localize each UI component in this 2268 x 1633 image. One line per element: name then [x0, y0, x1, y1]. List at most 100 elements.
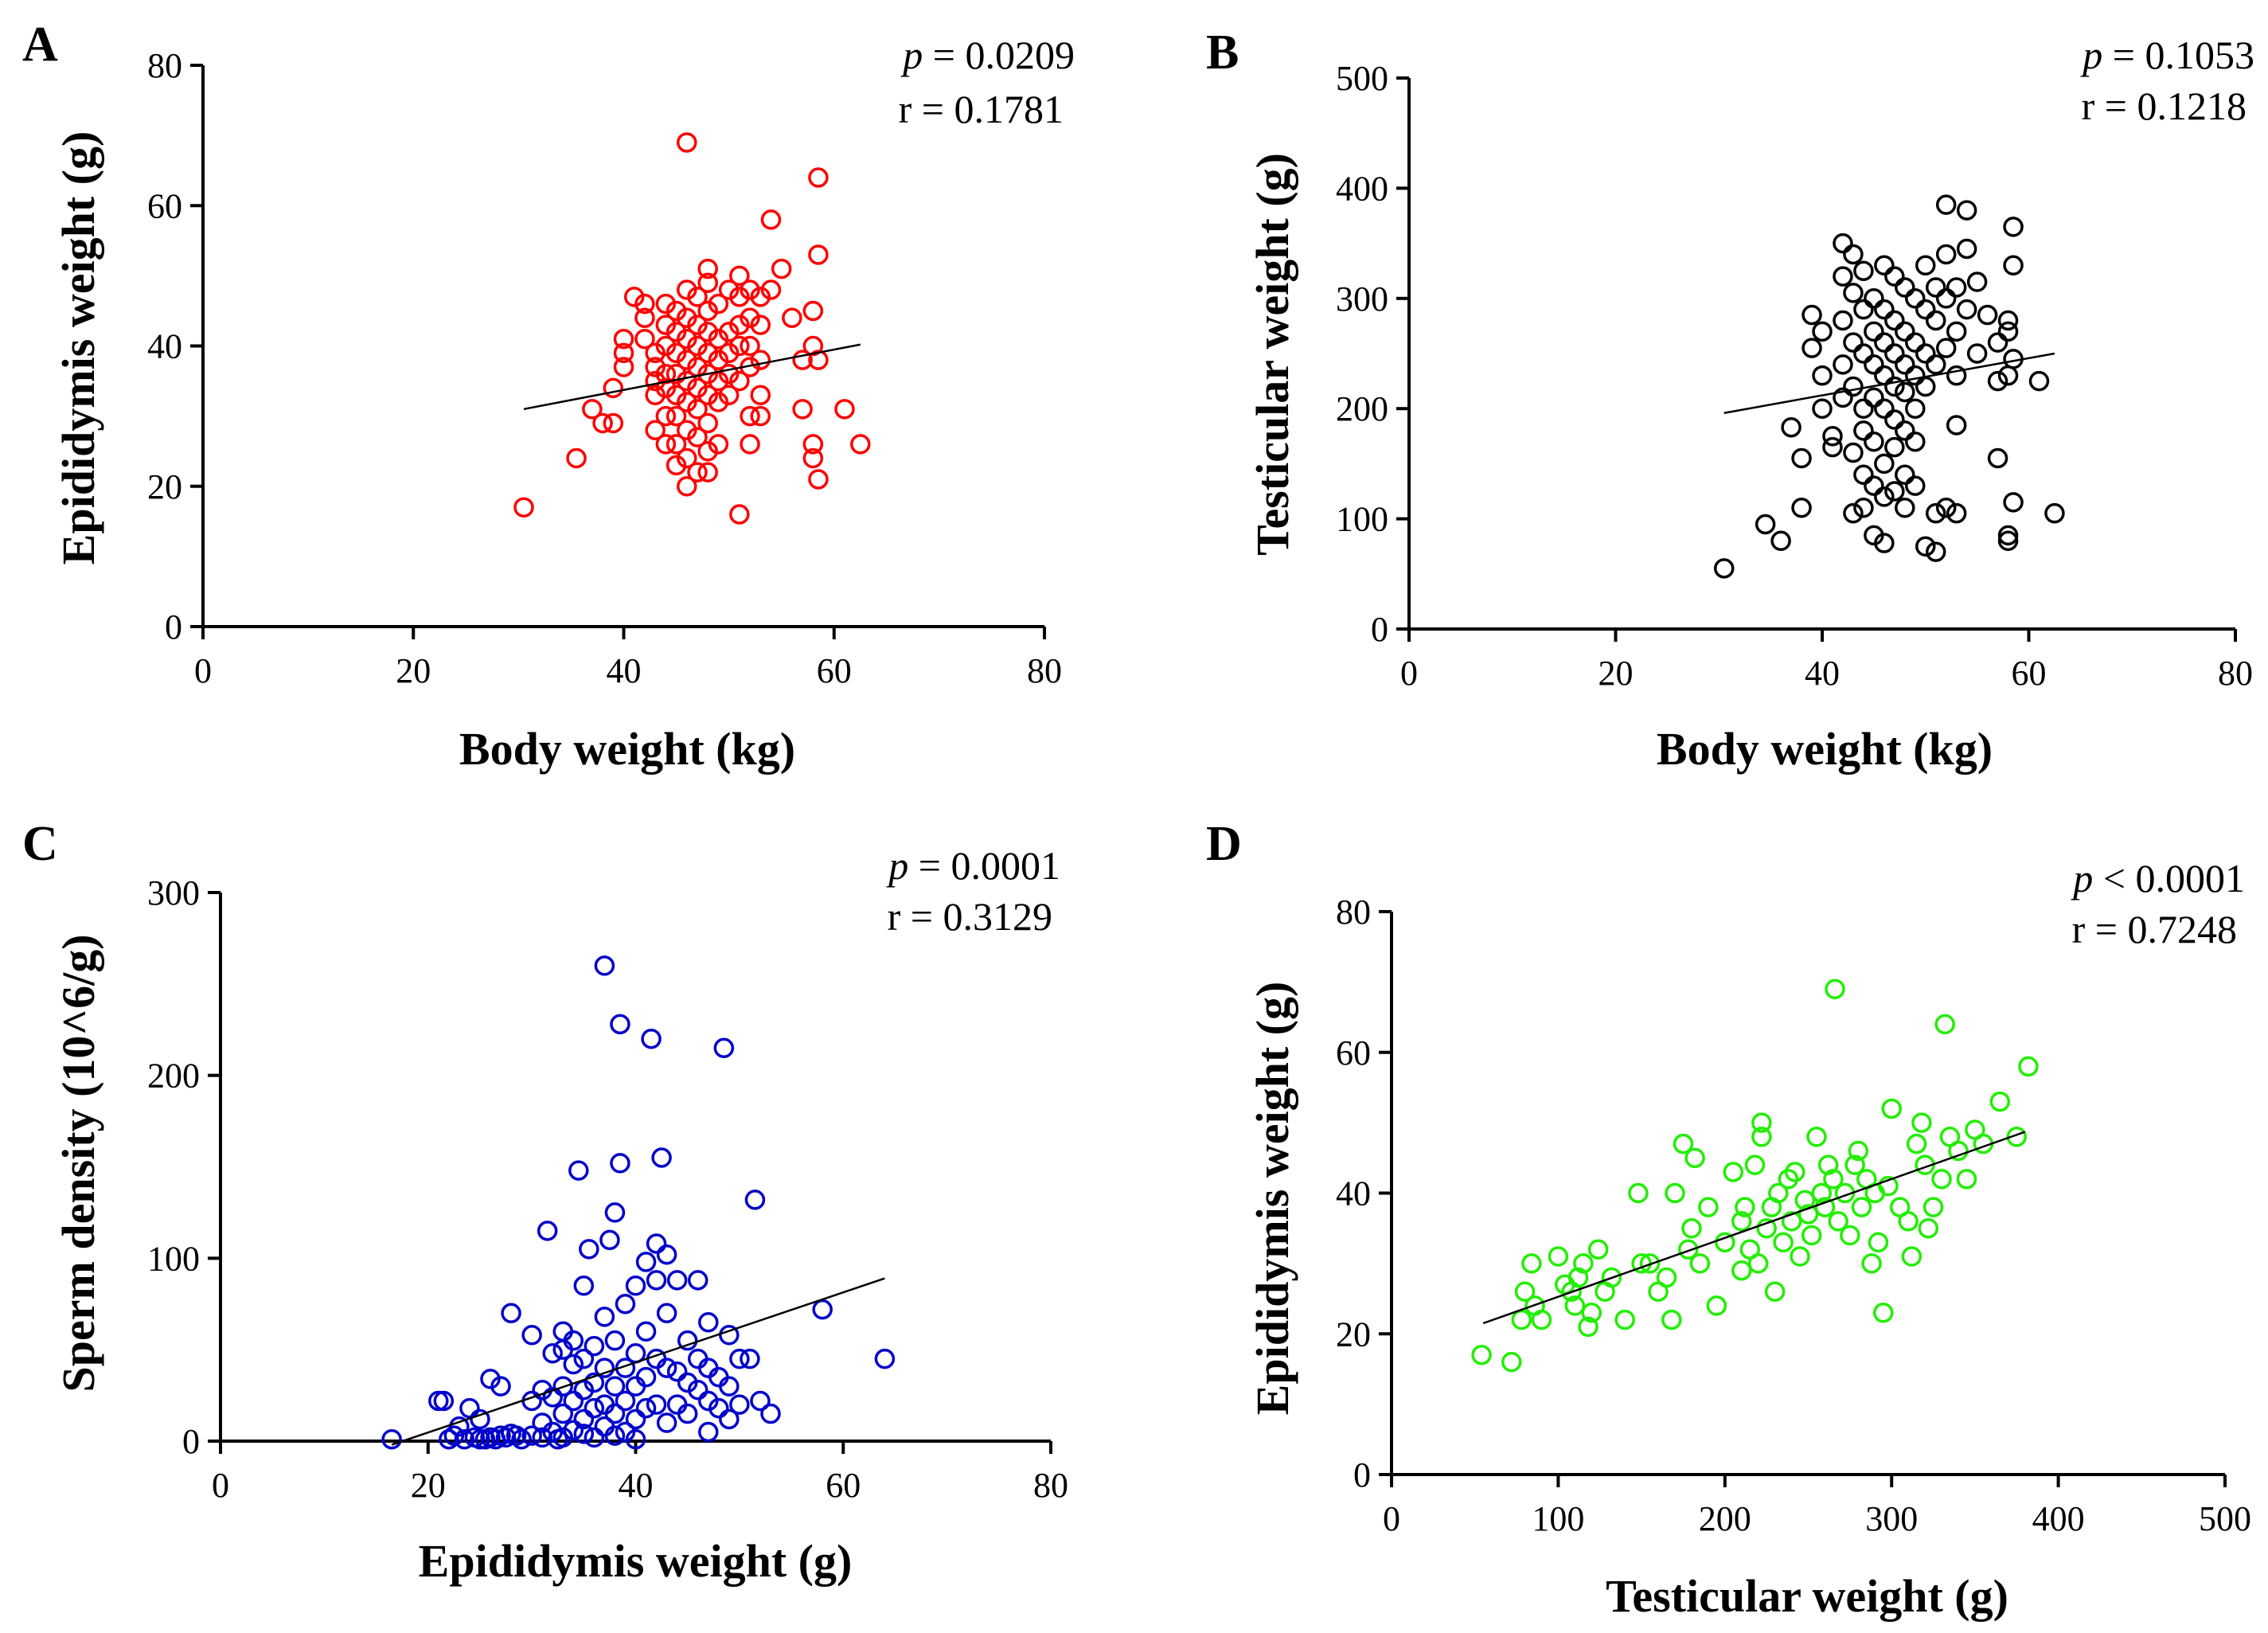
panel-d-data-point	[1735, 1197, 1755, 1217]
panel-d-data-point	[1764, 1281, 1786, 1302]
panel-b-data-point	[1874, 365, 1895, 386]
panel-a-data-point	[645, 370, 666, 392]
panel-a-data-point	[697, 322, 718, 342]
panel-d-data-point	[1723, 1162, 1744, 1182]
panel-b-data-point	[1895, 498, 1915, 518]
panel-d-data-point	[1868, 1232, 1889, 1253]
panel-c-data-point	[719, 1408, 740, 1430]
panel-c-y-tick-label: 0	[182, 1422, 200, 1461]
panel-a-data-point	[677, 328, 697, 350]
panel-b-data-point	[1884, 343, 1905, 364]
panel-b-data-point	[1853, 343, 1874, 364]
panel-b-data-point	[1895, 277, 1915, 298]
panel-a-data-point	[666, 405, 687, 427]
panel-c-data-point	[433, 1390, 455, 1412]
panel-d-x-tick-label: 100	[1532, 1499, 1584, 1538]
panel-d-ticks: 0 100 200 300 400 500 0 20 40 60 80	[1336, 893, 2251, 1538]
panel-c-data-point	[573, 1424, 595, 1444]
panel-a-data-point	[687, 427, 708, 447]
panel-d-data-point	[1989, 1091, 2011, 1112]
panel-c-data-point	[709, 1397, 729, 1419]
panel-a-data-point	[655, 293, 677, 314]
panel-c-data-point	[635, 1321, 657, 1342]
panel-d-data-point	[1684, 1147, 1705, 1169]
panel-b-data-point	[1812, 365, 1833, 386]
panel-b-data-point	[1915, 255, 1936, 276]
panel-d-data-point	[1581, 1302, 1602, 1323]
panel-c-data-point	[719, 1325, 740, 1346]
panel-d-data-point	[1781, 1211, 1802, 1232]
panel-c-data-point	[646, 1394, 667, 1415]
panel-c-data-point	[615, 1294, 636, 1315]
panel-a-data-point	[750, 350, 771, 370]
panel-b-data-point	[1864, 288, 1884, 309]
panel-b-p-value: p = 0.1053	[2080, 33, 2254, 77]
panel-a-data-point	[729, 504, 750, 525]
panel-b-data-point	[1853, 299, 1874, 320]
panel-a-data-point	[718, 342, 740, 364]
panel-a-data-point	[740, 279, 760, 300]
panel-d-data-point	[1531, 1309, 1552, 1330]
panel-a-data-point	[603, 377, 624, 399]
panel-c-x-tick-label: 60	[826, 1466, 861, 1505]
panel-d-data-point	[1806, 1127, 1827, 1147]
panel-c-data-point	[532, 1427, 552, 1448]
panel-c-data-point	[729, 1348, 750, 1369]
panel-c-y-tick-label: 200	[147, 1057, 200, 1096]
panel-c-ticks: 0 20 40 60 80 0 100 200 300	[147, 873, 1068, 1505]
panel-b-data-point	[1884, 409, 1905, 430]
panel-b-data-point	[1977, 304, 1998, 326]
panel-c-x-tick-label: 0	[212, 1466, 229, 1505]
panel-d-data-point	[1773, 1232, 1794, 1253]
panel-b-data-point	[1843, 332, 1864, 353]
panel-b-data-point	[1946, 415, 1967, 436]
panel-b-data-point	[1884, 436, 1905, 458]
panel-b-data-point	[1812, 321, 1833, 342]
panel-b-x-tick-label: 20	[1599, 654, 1634, 693]
panel-c-data-point	[646, 1233, 667, 1254]
panel-b-x-tick-label: 0	[1400, 654, 1418, 693]
panel-d-y-tick-label: 80	[1336, 893, 1371, 932]
panel-d-data-point	[1825, 979, 1845, 999]
panel-c-data-point	[599, 1229, 620, 1251]
panel-c-p-value: p = 0.0001	[886, 843, 1060, 888]
panel-a-data-point	[718, 385, 740, 405]
panel-a-data-point	[740, 335, 760, 357]
panel-d-y-tick-label: 20	[1336, 1315, 1371, 1354]
panel-a-y-tick-label: 20	[147, 467, 182, 506]
panel-a-data-point	[729, 287, 750, 307]
panel-d-data-point	[1948, 1140, 1969, 1162]
panel-b-x-tick-label: 60	[2012, 654, 2047, 693]
panel-a-data-point	[513, 497, 534, 518]
panel-d-data-point	[1851, 1197, 1872, 1217]
panel-c-x-tick-label: 40	[619, 1466, 654, 1505]
panel-b-data-point	[1915, 343, 1936, 364]
panel-b-data-point	[1966, 272, 1988, 292]
panel-c-x-tick-label: 20	[411, 1466, 446, 1505]
panel-c-data-point	[641, 1028, 662, 1049]
panel-a-data-point	[645, 385, 666, 405]
panel-d-x-tick-label: 300	[1865, 1499, 1918, 1538]
panel-c-data-point	[584, 1372, 605, 1393]
panel-a-data-point	[687, 335, 708, 357]
panel-d-x-tick-label: 500	[2199, 1499, 2251, 1538]
panel-b-data-point	[1853, 398, 1874, 419]
panel-b-data-point	[1802, 304, 1822, 326]
panel-b-x-tick-label: 40	[1805, 654, 1840, 693]
panel-c-data-point	[604, 1403, 626, 1424]
panel-a-data-point	[697, 272, 718, 293]
panel-d-data-point	[1811, 1182, 1833, 1204]
panel-d-data-point	[1587, 1239, 1609, 1260]
panel-b-data-point	[1822, 426, 1843, 447]
panel-a-data-point	[718, 322, 740, 342]
panel-a-data-point	[655, 377, 677, 399]
panel-a: A Body weight (kg) Epididymis weight (g)…	[22, 18, 1075, 775]
panel-a-data-point	[687, 399, 708, 420]
panel-b-data-point	[1997, 321, 2019, 342]
panel-a-data-point	[666, 342, 687, 364]
panel-d-data-point	[1614, 1309, 1635, 1330]
panel-d-data-point	[1906, 1133, 1927, 1154]
panel-d-data-point	[1814, 1197, 1836, 1217]
panel-a-y-tick-label: 60	[147, 186, 182, 225]
panel-b-data-point	[1905, 475, 1926, 496]
